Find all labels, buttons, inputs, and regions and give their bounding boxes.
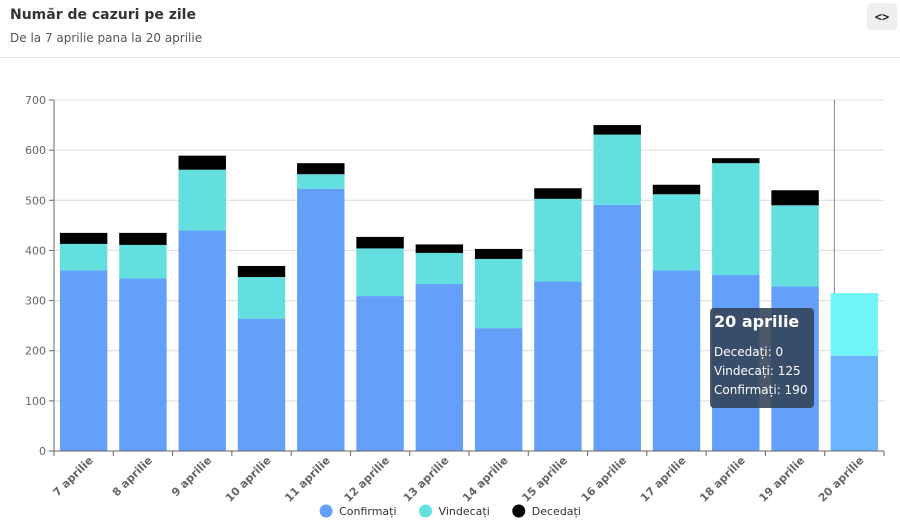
- bar-14-aprilie-decedați: [474, 248, 523, 259]
- bar-12-aprilie-decedați: [356, 236, 404, 249]
- tooltip-title: 20 aprilie: [714, 312, 800, 331]
- y-tick-label-100: 100: [25, 395, 46, 408]
- embed-code-button[interactable]: <>: [867, 3, 897, 30]
- x-tick-label-18-aprilie: 18 aprilie: [697, 454, 748, 505]
- bar-15-aprilie-vindecați: [534, 198, 582, 282]
- bar-14-aprilie-vindecați: [474, 258, 523, 329]
- tooltip-recovered: Vindecați: 125: [714, 364, 801, 378]
- tooltip-deaths: Decedați: 0: [714, 345, 784, 359]
- legend-marker-decedați: [512, 504, 526, 518]
- y-tick-label-500: 500: [25, 194, 46, 207]
- bar-11-aprilie-confirmați: [297, 188, 345, 451]
- legend-marker-vindecați: [419, 504, 433, 518]
- bar-14-aprilie-confirmați: [474, 328, 523, 451]
- bar-17-aprilie-vindecați: [652, 194, 701, 271]
- bar-7-aprilie-confirmați: [59, 270, 108, 451]
- bar-8-aprilie-decedați: [119, 232, 167, 245]
- bar-20-aprilie-confirmați: [830, 355, 879, 451]
- bar-12-aprilie-vindecați: [356, 248, 404, 297]
- stacked-bar-chart: 0 100 200 300 400 500 600 700 7 aprilie 8 aprilie…: [25, 94, 885, 518]
- tooltip-confirmed: Confirmați: 190: [714, 383, 808, 397]
- legend-label-decedați: Decedați: [532, 505, 581, 518]
- bar-10-aprilie-decedați: [237, 265, 286, 278]
- bar-7-aprilie-vindecați: [59, 243, 108, 271]
- x-tick-label-13-aprilie: 13 aprilie: [401, 454, 452, 505]
- x-tick-label-14-aprilie: 14 aprilie: [460, 454, 511, 505]
- x-tick-label-9-aprilie: 9 aprilie: [169, 454, 214, 499]
- bar-13-aprilie-decedați: [415, 244, 464, 253]
- bar-9-aprilie-decedați: [178, 155, 226, 170]
- bar-16-aprilie-vindecați: [593, 134, 641, 205]
- bar-20-aprilie-vindecați: [830, 293, 879, 356]
- y-tick-label-400: 400: [25, 244, 46, 257]
- bar-8-aprilie-vindecați: [119, 244, 167, 279]
- bar-8-aprilie-confirmați: [119, 278, 167, 451]
- y-tick-label-700: 700: [25, 94, 46, 107]
- legend-label-confirmați: Confirmați: [339, 505, 396, 518]
- bar-12-aprilie-confirmați: [356, 296, 404, 451]
- bar-13-aprilie-confirmați: [415, 284, 464, 451]
- x-tick-label-7-aprilie: 7 aprilie: [51, 454, 96, 499]
- bar-11-aprilie-vindecați: [297, 174, 345, 189]
- bar-16-aprilie-confirmați: [593, 204, 641, 451]
- bar-11-aprilie-decedați: [297, 163, 345, 175]
- x-tick-label-10-aprilie: 10 aprilie: [223, 454, 274, 505]
- bar-9-aprilie-confirmați: [178, 230, 226, 451]
- x-tick-label-15-aprilie: 15 aprilie: [519, 454, 570, 505]
- bar-19-aprilie-decedați: [771, 190, 819, 206]
- y-tick-label-300: 300: [25, 295, 46, 308]
- bar-9-aprilie-vindecați: [178, 169, 226, 231]
- x-tick-label-8-aprilie: 8 aprilie: [110, 454, 155, 499]
- bar-7-aprilie-decedați: [59, 232, 108, 244]
- legend-label-vindecați: Vindecați: [439, 505, 490, 518]
- x-tick-label-12-aprilie: 12 aprilie: [342, 454, 393, 505]
- bar-13-aprilie-vindecați: [415, 252, 464, 285]
- x-tick-label-17-aprilie: 17 aprilie: [638, 454, 689, 505]
- y-tick-label-0: 0: [39, 445, 46, 458]
- legend-marker-confirmați: [319, 504, 333, 518]
- chart-title: Număr de cazuri pe zile: [10, 7, 196, 23]
- y-tick-label-600: 600: [25, 144, 46, 157]
- x-tick-label-16-aprilie: 16 aprilie: [579, 454, 630, 505]
- bar-18-aprilie-decedați: [712, 158, 760, 164]
- bar-15-aprilie-decedați: [534, 188, 582, 199]
- y-tick-label-200: 200: [25, 345, 46, 358]
- bar-15-aprilie-confirmați: [534, 281, 582, 451]
- bar-18-aprilie-vindecați: [712, 163, 760, 275]
- x-tick-label-20-aprilie: 20 aprilie: [816, 454, 867, 505]
- bar-10-aprilie-vindecați: [237, 277, 286, 319]
- bar-17-aprilie-decedați: [652, 184, 701, 195]
- x-tick-label-19-aprilie: 19 aprilie: [757, 454, 808, 505]
- bar-16-aprilie-decedați: [593, 125, 641, 135]
- bar-17-aprilie-confirmați: [652, 270, 701, 451]
- chart-tooltip: 20 aprilie Decedați: 0 Vindecați: 125 Co…: [710, 308, 814, 408]
- chart-header: Număr de cazuri pe zile De la 7 aprilie …: [0, 0, 900, 58]
- x-tick-label-11-aprilie: 11 aprilie: [282, 454, 333, 505]
- bar-19-aprilie-vindecați: [771, 205, 819, 287]
- chart-subtitle: De la 7 aprilie pana la 20 aprilie: [10, 31, 203, 45]
- bar-10-aprilie-confirmați: [237, 318, 286, 451]
